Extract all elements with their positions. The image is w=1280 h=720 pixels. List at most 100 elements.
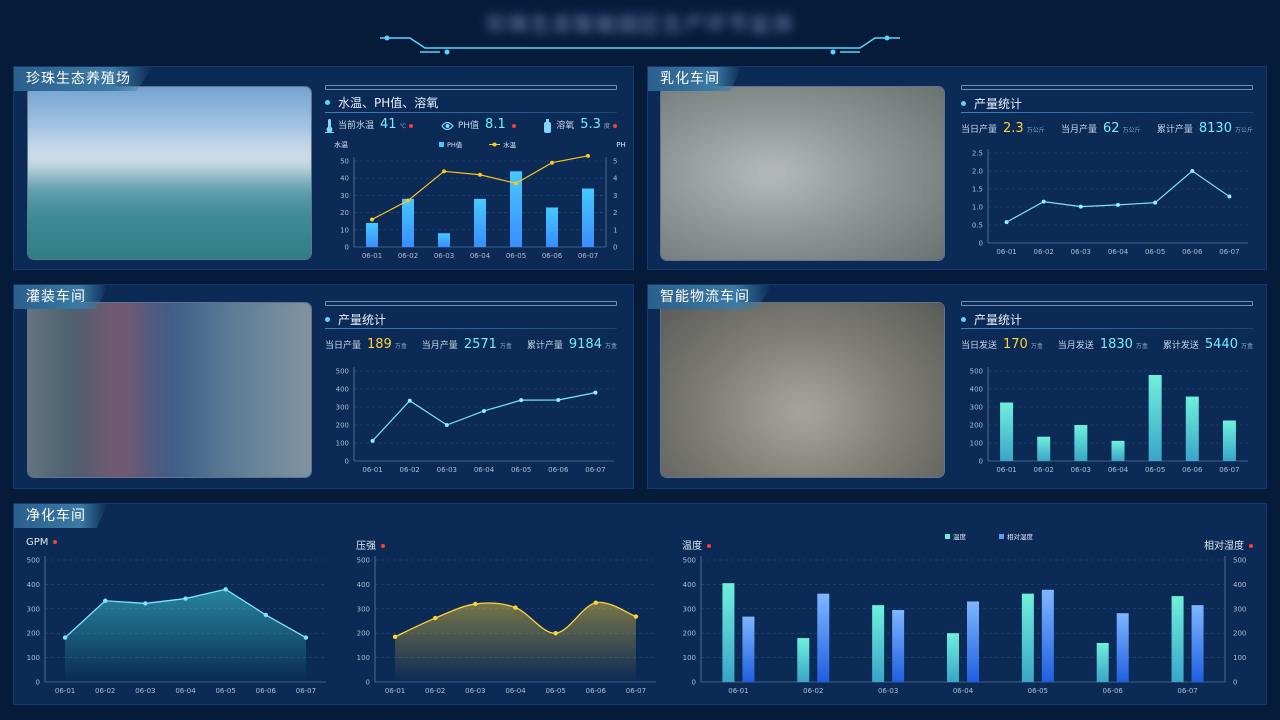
pressure-chart: 0 100 200 300 400 500 06-01 06-02 06-03 06-04 06-0… (357, 556, 656, 695)
humidity-bar-temperature (872, 605, 885, 682)
logistics-bar (1148, 374, 1162, 461)
filling-xtick-label: 06-04 (474, 466, 495, 474)
filling-line-point (407, 398, 412, 403)
pressure-xtick-label: 06-01 (385, 687, 405, 695)
gpm-line-point (223, 587, 228, 592)
farm-stat-oxygen: 溶氧 5.3 度 (543, 117, 617, 133)
gpm-xtick-label: 06-06 (256, 687, 277, 695)
humidity-bar-temperature (722, 583, 735, 682)
farm-line-point (442, 169, 446, 174)
farm-xtick-label: 06-01 (362, 252, 382, 260)
logistics-xtick-label: 06-01 (996, 466, 1016, 474)
dairy-top-bar (961, 85, 1253, 90)
pressure-label: 压强 (356, 537, 385, 552)
humidity-bar-temperature (1096, 642, 1109, 682)
dairy-xtick-label: 06-02 (1034, 248, 1054, 256)
humidity-bar-relative (892, 610, 905, 682)
dairy-xtick-label: 06-04 (1108, 248, 1129, 256)
filling-photo (28, 303, 311, 477)
gpm-line-point (183, 596, 188, 601)
humidity-bar-relative (742, 616, 755, 682)
dairy-chart: 0 0.5 1.0 1.5 2.0 2.5 06-01 06-02 06-03 06-04 06-0… (972, 149, 1248, 256)
purify-panel: 净化车间 GPM 0 100 200 300 400 500 06-01 06-02 06-03… (13, 503, 1267, 705)
logistics-xtick-label: 06-02 (1034, 466, 1054, 474)
farm-stat-ph: PH值 8.1 (441, 117, 516, 132)
dairy-line (1006, 170, 1230, 223)
humidity-bar-temperature (947, 633, 959, 682)
filling-line-point (370, 438, 375, 443)
humidity-bar-relative (1041, 589, 1054, 682)
filling-stat-daily: 当日产量 189 万盒 (325, 337, 407, 352)
farm-photo (28, 87, 311, 259)
farm-ytick-label: 40 (340, 175, 349, 183)
farm-y2tick-label: 5 (613, 158, 617, 166)
humidity-xtick-label: 06-02 (803, 687, 823, 695)
filling-title-underline (325, 328, 617, 329)
farm-bar (402, 198, 414, 247)
farm-bar (438, 233, 450, 247)
filling-ytick-label: 400 (336, 386, 349, 394)
dairy-ytick-label: 0 (979, 240, 983, 248)
dairy-xtick-label: 06-01 (996, 248, 1016, 256)
humidity-xtick-label: 06-04 (953, 687, 974, 695)
pressure-line-point (392, 634, 398, 640)
filling-xtick-label: 06-01 (362, 466, 382, 474)
alert-dot (511, 123, 516, 128)
filling-line-point (444, 423, 449, 427)
filling-ytick-label: 200 (336, 422, 349, 430)
farm-y2label: PH (616, 141, 626, 149)
alert-dot (381, 544, 385, 548)
dairy-ytick-label: 1.0 (972, 204, 983, 212)
filling-xtick-label: 06-03 (437, 466, 457, 474)
pressure-line-point (553, 631, 558, 636)
filling-xtick-label: 06-05 (511, 466, 531, 474)
logistics-stats: 当日发送 170 万盒 当月发送 1830 万盒 累计发送 5440 万盒 (961, 337, 1253, 352)
humidity-y2tick-label: 0 (1233, 679, 1237, 687)
dairy-line-point (1041, 199, 1046, 204)
filling-line-point (482, 408, 486, 413)
farm-title-underline (325, 112, 617, 113)
filling-xtick-label: 06-07 (585, 466, 605, 474)
farm-xtick-label: 06-07 (578, 252, 598, 260)
humidity-bar-temperature (1021, 593, 1034, 682)
pressure-xtick-label: 06-06 (586, 687, 607, 695)
gpm-ytick-label: 400 (27, 581, 40, 589)
farm-panel-title: 珍珠生态养殖场 (14, 67, 153, 91)
pressure-xtick-label: 06-03 (465, 687, 485, 695)
logistics-stat-total: 累计发送 5440 万盒 (1162, 337, 1253, 352)
pressure-ytick-label: 100 (357, 654, 370, 662)
filling-line (372, 392, 596, 442)
farm-xtick-label: 06-04 (470, 252, 491, 260)
legend-label-watertemp: 水温 (503, 140, 517, 149)
pressure-ytick-label: 0 (366, 679, 370, 687)
farm-bar (474, 198, 486, 247)
humidity-y2tick-label: 300 (1233, 605, 1246, 613)
gpm-xtick-label: 06-04 (175, 687, 196, 695)
filling-chart: 0 100 200 300 400 500 06-01 06-02 06-03 06-04 06-0… (336, 367, 614, 474)
humidity-ytick-label: 500 (683, 557, 696, 565)
humidity-label-right: 相对湿度 (1204, 537, 1253, 552)
logistics-bar (1222, 420, 1236, 461)
filling-stats: 当日产量 189 万盒 当月产量 2571 万盒 累计产量 9184 万盒 (325, 337, 617, 352)
humidity-y2tick-label: 200 (1233, 630, 1246, 638)
logistics-panel-title: 智能物流车间 (648, 285, 772, 309)
farm-bar (582, 188, 594, 247)
gpm-line-point (143, 601, 148, 606)
logistics-bar (1037, 436, 1051, 461)
gpm-label: GPM (26, 537, 58, 548)
humidity-bar-relative (817, 593, 830, 682)
farm-top-bar (325, 85, 617, 90)
farm-ytick-label: 10 (340, 226, 349, 234)
humidity-y2tick-label: 500 (1233, 557, 1246, 565)
dairy-section-title: 产量统计 (961, 95, 1022, 112)
farm-line-point (478, 172, 482, 177)
dairy-xtick-label: 06-07 (1219, 248, 1239, 256)
legend-label-ph: PH值 (447, 140, 463, 149)
dairy-xtick-label: 06-06 (1182, 248, 1203, 256)
logistics-bar (1000, 402, 1014, 461)
logistics-ytick-label: 0 (979, 458, 983, 466)
gpm-ytick-label: 200 (27, 630, 40, 638)
humidity-xtick-label: 06-06 (1103, 687, 1124, 695)
humidity-bar-relative (1116, 613, 1129, 682)
